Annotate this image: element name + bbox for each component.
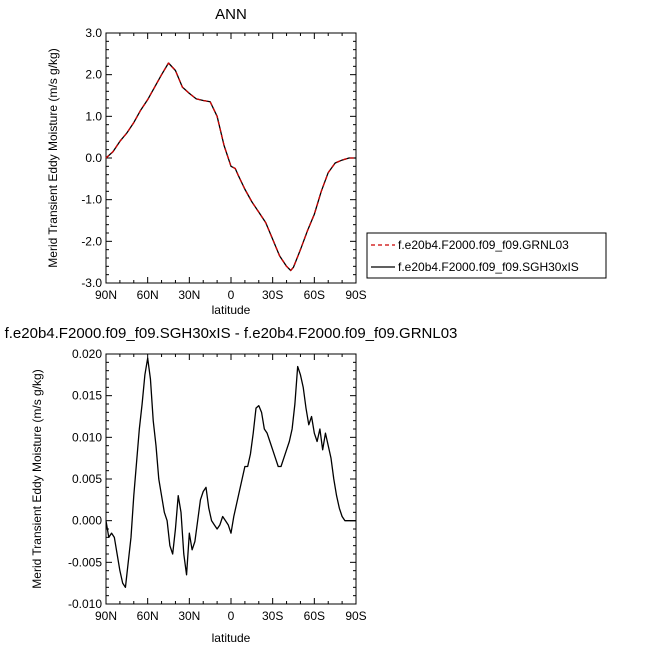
bottom-lines	[105, 357, 356, 588]
x-tick-label: 60N	[137, 609, 159, 623]
top-lines	[105, 62, 356, 272]
bottom-xlabel: latitude	[212, 631, 251, 645]
x-tick-label: 90N	[95, 288, 117, 302]
y-tick-label: 0.015	[72, 389, 102, 403]
x-tick-label: 30S	[262, 288, 283, 302]
legend-box	[366, 232, 607, 279]
y-tick-label: -0.010	[68, 597, 102, 611]
x-tick-label: 60S	[304, 609, 325, 623]
x-tick-label: 60N	[137, 288, 159, 302]
y-tick-label: -3.0	[81, 276, 102, 290]
series-line-0-1	[105, 62, 356, 272]
top-xlabel: latitude	[212, 303, 251, 317]
y-tick-label: 0.0	[85, 151, 102, 165]
bottom-ylabel: Merid Transient Eddy Moisture (m/s g/kg)	[30, 369, 44, 588]
series-line-1-0	[105, 357, 356, 588]
bottom-ticks: 90N 60N 30N 0 30S 60S 90S 0.020 0.015 0.010 0.005 0…	[68, 347, 367, 623]
y-tick-label: 2.0	[85, 68, 102, 82]
y-tick-label: 0.020	[72, 347, 102, 361]
x-tick-label: 30N	[178, 609, 200, 623]
series-line-0-0	[105, 62, 356, 272]
bottom-panel: f.e20b4.F2000.f09_f09.SGH30xIS - f.e20b4…	[5, 325, 458, 645]
y-tick-label: 0.010	[72, 430, 102, 444]
top-chart-title: ANN	[215, 6, 247, 23]
x-tick-label: 30S	[262, 609, 283, 623]
x-tick-label: 90N	[95, 609, 117, 623]
y-tick-label: 1.0	[85, 109, 102, 123]
x-tick-label: 30N	[178, 288, 200, 302]
top-ticks: 90N 60N 30N 0 30S 60S 90S 3.0 2.0 1.0 0.0 -1.0 -2.0 -…	[81, 26, 366, 302]
y-tick-label: 0.000	[72, 514, 102, 528]
bottom-chart-title: f.e20b4.F2000.f09_f09.SGH30xIS - f.e20b4…	[5, 325, 458, 342]
top-panel: ANN 90N 60N 30N 0 30S 60S 90S 3.0 2.0 1.0 0.0 -1.0 -…	[46, 6, 367, 317]
legend-label-red: f.e20b4.F2000.f09_f09.GRNL03	[398, 238, 569, 252]
y-tick-label: 0.005	[72, 472, 102, 486]
y-tick-label: -1.0	[81, 193, 102, 207]
x-tick-label: 60S	[304, 288, 325, 302]
legend: f.e20b4.F2000.f09_f09.GRNL03 f.e20b4.F20…	[366, 232, 607, 279]
y-tick-label: 3.0	[85, 26, 102, 40]
y-tick-label: -0.005	[68, 555, 102, 569]
top-plot-frame	[105, 32, 357, 284]
legend-label-black: f.e20b4.F2000.f09_f09.SGH30xIS	[398, 260, 579, 274]
y-tick-label: -2.0	[81, 234, 102, 248]
top-ylabel: Merid Transient Eddy Moisture (m/s g/kg)	[46, 48, 60, 267]
x-tick-label: 90S	[345, 609, 366, 623]
x-tick-label: 90S	[345, 288, 366, 302]
x-tick-label: 0	[228, 288, 235, 302]
x-tick-label: 0	[228, 609, 235, 623]
